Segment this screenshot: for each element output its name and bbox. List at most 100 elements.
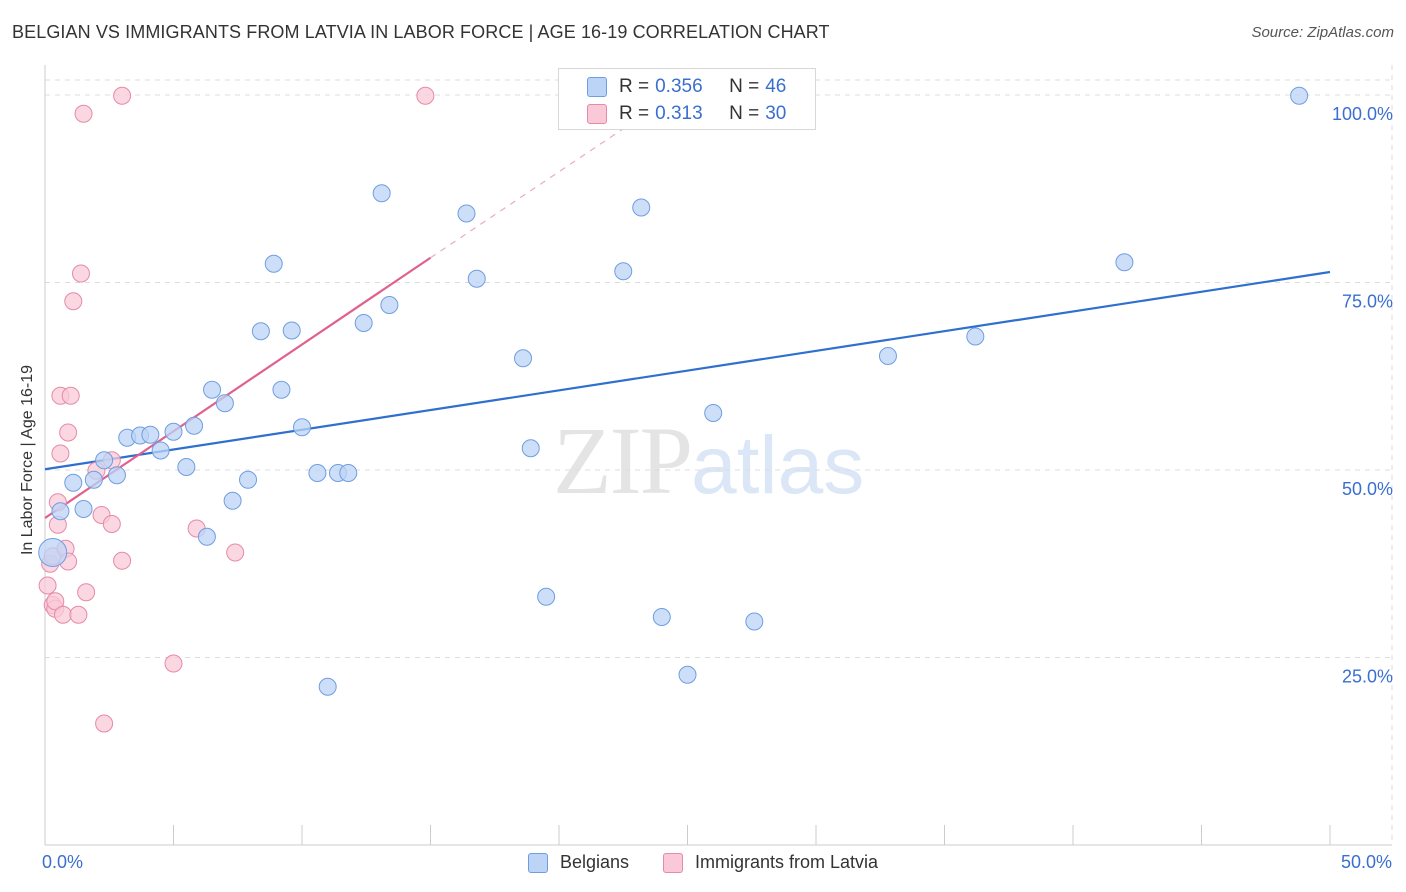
belgians-point — [223, 491, 242, 510]
watermark-zip: ZIP — [553, 407, 693, 514]
belgians-swatch — [587, 77, 607, 97]
legend-label-belgians: Belgians — [559, 852, 629, 872]
belgians-point — [521, 439, 540, 458]
belgians-point — [678, 665, 697, 684]
latvia-point — [51, 444, 70, 463]
belgians-point — [966, 327, 985, 346]
n-value: 30 — [765, 103, 787, 124]
latvia-point — [102, 515, 121, 533]
belgians-point — [704, 404, 723, 422]
latvia-point — [61, 386, 80, 405]
latvia-trend-line — [44, 256, 432, 519]
belgians-point — [185, 416, 204, 435]
belgians-point — [264, 254, 283, 273]
belgians-point — [457, 204, 476, 223]
belgians-point — [38, 538, 68, 567]
latvia-point — [69, 605, 88, 624]
belgians-point — [293, 418, 311, 437]
belgians-trend-line — [44, 270, 1331, 471]
belgians-point — [1290, 86, 1309, 105]
latvia-point — [416, 86, 435, 105]
y-tick-label: 75.0% — [1342, 292, 1393, 312]
belgians-point — [652, 608, 671, 626]
legend-item-latvia[interactable]: Immigrants from Latvia — [662, 852, 879, 873]
belgians-point — [51, 502, 70, 521]
belgians-point — [197, 527, 216, 546]
stats-legend-row-belgians: R = 0.356 N = 46 — [587, 75, 786, 99]
x-tick-label-max: 50.0% — [1340, 852, 1392, 872]
latvia-point — [59, 423, 78, 442]
stats-legend: R = 0.356 N = 46 R = 0.313 N = 30 — [558, 68, 816, 130]
belgians-points — [38, 86, 1309, 696]
latvia-point — [71, 264, 90, 283]
belgians-point — [84, 470, 103, 489]
watermark: ZIPatlas — [553, 405, 864, 516]
r-label: R = — [619, 76, 650, 97]
belgians-point — [203, 380, 222, 399]
n-label: N = — [729, 103, 760, 124]
latvia-point — [113, 551, 132, 570]
latvia-point — [46, 592, 65, 611]
belgians-point — [467, 269, 486, 288]
belgians-point — [878, 347, 897, 365]
latvia-point — [74, 104, 93, 123]
belgians-point — [339, 464, 358, 482]
legend-item-belgians[interactable]: Belgians — [527, 852, 629, 873]
y-tick-label: 100.0% — [1332, 104, 1393, 124]
r-label: R = — [619, 103, 650, 124]
latvia-point — [38, 576, 57, 595]
belgians-point — [215, 394, 234, 413]
belgians-point — [164, 422, 183, 441]
belgians-point — [282, 321, 301, 340]
belgians-point — [632, 198, 651, 217]
belgians-point — [614, 262, 633, 281]
axes — [44, 65, 1392, 846]
legend-label-latvia: Immigrants from Latvia — [694, 852, 879, 872]
y-axis-label: In Labor Force | Age 16-19 — [19, 364, 36, 556]
latvia-point — [95, 714, 114, 733]
belgians-point — [64, 473, 83, 492]
watermark-atlas: atlas — [691, 420, 865, 511]
n-value: 46 — [765, 76, 787, 97]
latvia-point — [226, 543, 245, 562]
belgians-point — [74, 500, 93, 518]
belgians-point — [177, 458, 196, 476]
latvia-trend-extension — [430, 128, 624, 259]
stats-legend-row-latvia: R = 0.313 N = 30 — [587, 102, 786, 126]
belgians-point — [107, 466, 126, 485]
trend-lines — [44, 128, 1331, 519]
r-value: 0.356 — [655, 76, 703, 97]
belgians-point — [537, 587, 556, 606]
r-value: 0.313 — [655, 103, 703, 124]
belgians-point — [251, 322, 270, 341]
belgians-point — [354, 314, 373, 332]
latvia-point — [53, 605, 72, 624]
belgians-point — [514, 349, 533, 368]
x-tick-label-min: 0.0% — [42, 852, 84, 872]
belgians-point — [372, 184, 391, 203]
belgians-point — [239, 470, 258, 489]
belgians-point — [95, 451, 114, 470]
latvia-point — [164, 654, 183, 673]
grid-lines — [45, 65, 1393, 845]
belgians-legend-swatch — [527, 852, 548, 873]
latvia-point — [77, 583, 96, 602]
series-legend: Belgians Immigrants from Latvia — [0, 852, 1406, 873]
belgians-point — [1115, 253, 1134, 272]
belgians-point — [272, 380, 291, 399]
latvia-swatch — [587, 104, 607, 124]
n-label: N = — [729, 76, 760, 97]
belgians-point — [745, 612, 764, 631]
chart-title: BELGIAN VS IMMIGRANTS FROM LATVIA IN LAB… — [12, 22, 830, 42]
belgians-point — [141, 425, 160, 444]
belgians-point — [151, 441, 170, 460]
belgians-point — [318, 677, 337, 696]
belgians-point — [380, 296, 399, 314]
y-tick-label: 25.0% — [1342, 667, 1393, 687]
y-tick-label: 50.0% — [1342, 479, 1393, 499]
source-credit: Source: ZipAtlas.com — [1251, 24, 1394, 41]
latvia-legend-swatch — [662, 852, 683, 873]
belgians-point — [308, 464, 327, 482]
y-tick-labels: 25.0% 50.0% 75.0% 100.0% — [1332, 104, 1393, 687]
